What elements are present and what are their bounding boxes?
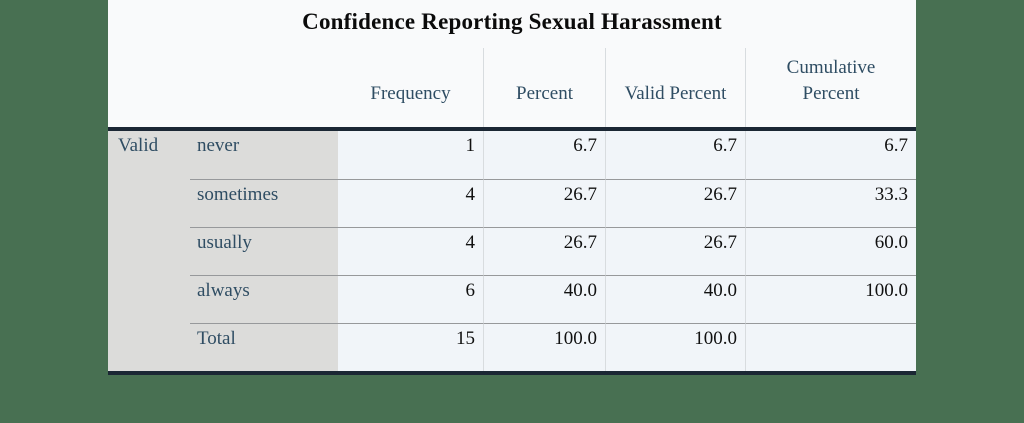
table-body: Valid never 1 6.7 6.7 6.7 sometimes 4 26… (108, 131, 916, 371)
table-row-usually: usually 4 26.7 26.7 60.0 (108, 227, 916, 275)
row-label: Total (190, 323, 338, 371)
column-header-frequency: Frequency (370, 83, 451, 104)
table-header-row: Frequency Percent Valid Percent Cumulati… (108, 48, 916, 127)
frequency-value: 6 (338, 275, 483, 323)
valid-percent-value: 26.7 (605, 227, 745, 275)
table-row-total: Total 15 100.0 100.0 (108, 323, 916, 371)
row-group-spacer (108, 227, 190, 275)
table-row-sometimes: sometimes 4 26.7 26.7 33.3 (108, 179, 916, 227)
percent-value: 40.0 (483, 275, 605, 323)
cumulative-percent-value: 33.3 (745, 179, 916, 227)
table-title: Confidence Reporting Sexual Harassment (302, 9, 722, 34)
column-header-valid-percent: Valid Percent (605, 48, 745, 127)
percent-value: 100.0 (483, 323, 605, 371)
table-bottom-border (108, 371, 916, 375)
cumulative-percent-value: 60.0 (745, 227, 916, 275)
row-group-spacer (108, 179, 190, 227)
percent-value: 26.7 (483, 179, 605, 227)
valid-percent-value: 100.0 (605, 323, 745, 371)
valid-percent-value: 40.0 (605, 275, 745, 323)
valid-percent-value: 26.7 (605, 179, 745, 227)
table-row-never: Valid never 1 6.7 6.7 6.7 (108, 131, 916, 179)
frequency-table: Confidence Reporting Sexual Harassment F… (108, 0, 916, 375)
percent-value: 26.7 (483, 227, 605, 275)
row-label: always (190, 275, 338, 323)
frequency-value: 15 (338, 323, 483, 371)
table-row-always: always 6 40.0 40.0 100.0 (108, 275, 916, 323)
row-group-spacer (108, 275, 190, 323)
cumulative-percent-value: 100.0 (745, 275, 916, 323)
column-header-percent: Percent (483, 48, 605, 127)
header-divider (108, 127, 916, 131)
stub-header-cell (108, 48, 338, 127)
cumulative-percent-value (745, 323, 916, 371)
row-label: never (190, 131, 338, 179)
row-label: sometimes (190, 179, 338, 227)
cumulative-percent-value: 6.7 (745, 131, 916, 179)
column-header-cumulative-percent-text: Cumulative Percent (786, 57, 876, 104)
valid-percent-value: 6.7 (605, 131, 745, 179)
frequency-value: 4 (338, 227, 483, 275)
percent-value: 6.7 (483, 131, 605, 179)
row-group-label: Valid (108, 131, 190, 179)
frequency-value: 4 (338, 179, 483, 227)
row-label: usually (190, 227, 338, 275)
row-group-spacer (108, 323, 190, 371)
column-header-cumulative-percent: Cumulative Percent (745, 48, 916, 127)
frequency-value: 1 (338, 131, 483, 179)
